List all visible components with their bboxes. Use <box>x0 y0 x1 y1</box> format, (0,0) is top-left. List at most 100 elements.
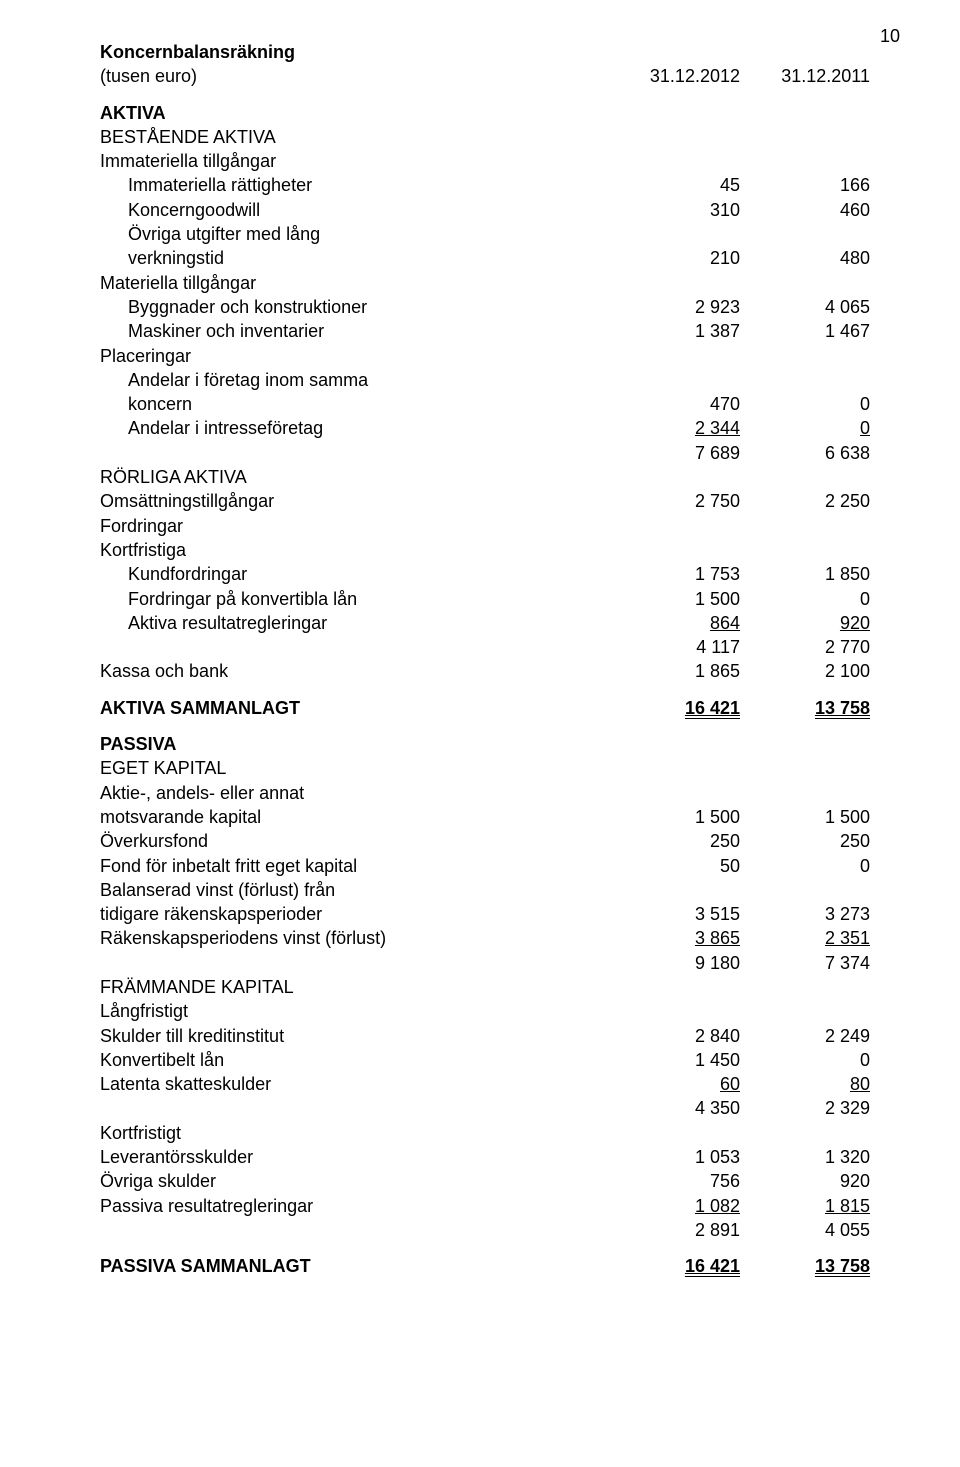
row-label: Latenta skatteskulder <box>100 1072 610 1096</box>
value-col-2: 920 <box>740 1169 870 1193</box>
row-label: Övriga utgifter med lång <box>100 222 610 246</box>
value-col-2: 7 374 <box>740 951 870 975</box>
value-col-2: 250 <box>740 829 870 853</box>
row-label: BESTÅENDE AKTIVA <box>100 125 610 149</box>
value-col-1: 45 <box>610 173 740 197</box>
row-label: Övriga skulder <box>100 1169 610 1193</box>
row-label: Balanserad vinst (förlust) från <box>100 878 610 902</box>
value-col-2: 1 850 <box>740 562 870 586</box>
row-label: Leverantörsskulder <box>100 1145 610 1169</box>
row-label: RÖRLIGA AKTIVA <box>100 465 610 489</box>
table-row: Fordringar på konvertibla lån1 5000 <box>100 587 870 611</box>
table-row: Långfristigt <box>100 999 870 1023</box>
row-label: Fordringar <box>100 514 610 538</box>
value-col-1: 470 <box>610 392 740 416</box>
table-row: AKTIVA <box>100 101 870 125</box>
value-col-1: 60 <box>610 1072 740 1096</box>
table-row: koncern4700 <box>100 392 870 416</box>
row-label: Räkenskapsperiodens vinst (förlust) <box>100 926 610 950</box>
value-col-2: 2 770 <box>740 635 870 659</box>
row-label: Byggnader och konstruktioner <box>100 295 610 319</box>
spacer <box>100 89 870 101</box>
value-col-1: 16 421 <box>610 1254 740 1278</box>
row-label: Skulder till kreditinstitut <box>100 1024 610 1048</box>
row-label: Fordringar på konvertibla lån <box>100 587 610 611</box>
table-row: Andelar i intresseföretag2 3440 <box>100 416 870 440</box>
value-col-1: 864 <box>610 611 740 635</box>
value-col-1: 2 840 <box>610 1024 740 1048</box>
row-label: Aktiva resultatregleringar <box>100 611 610 635</box>
value-col-2: 2 250 <box>740 489 870 513</box>
value-col-1: 2 344 <box>610 416 740 440</box>
table-row: Passiva resultatregleringar1 0821 815 <box>100 1194 870 1218</box>
row-label: Aktie-, andels- eller annat <box>100 781 610 805</box>
value-col-2: 2 100 <box>740 659 870 683</box>
value-col-2: 920 <box>740 611 870 635</box>
row-label: AKTIVA SAMMANLAGT <box>100 696 610 720</box>
row-label: Andelar i intresseföretag <box>100 416 610 440</box>
value-col-1: 1 082 <box>610 1194 740 1218</box>
value-col-1: 9 180 <box>610 951 740 975</box>
table-row: Immateriella tillgångar <box>100 149 870 173</box>
value-col-1: 2 750 <box>610 489 740 513</box>
value-col-2: 480 <box>740 246 870 270</box>
table-row: Leverantörsskulder1 0531 320 <box>100 1145 870 1169</box>
table-row: Balanserad vinst (förlust) från <box>100 878 870 902</box>
value-col-1: 7 689 <box>610 441 740 465</box>
page-number: 10 <box>880 24 900 48</box>
row-label: Överkursfond <box>100 829 610 853</box>
value-col-2: 0 <box>740 392 870 416</box>
table-row: 7 6896 638 <box>100 441 870 465</box>
balance-sheet: Koncernbalansräkning (tusen euro) 31.12.… <box>100 40 870 1279</box>
table-row: Aktie-, andels- eller annat <box>100 781 870 805</box>
value-col-2: 0 <box>740 1048 870 1072</box>
table-row: Materiella tillgångar <box>100 271 870 295</box>
row-label: Passiva resultatregleringar <box>100 1194 610 1218</box>
row-label: Omsättningstillgångar <box>100 489 610 513</box>
value-col-2: 166 <box>740 173 870 197</box>
value-col-2: 4 055 <box>740 1218 870 1242</box>
table-row: 9 1807 374 <box>100 951 870 975</box>
row-label: Maskiner och inventarier <box>100 319 610 343</box>
value-col-1: 756 <box>610 1169 740 1193</box>
value-col-2: 1 320 <box>740 1145 870 1169</box>
table-row: Placeringar <box>100 344 870 368</box>
table-row: Överkursfond250250 <box>100 829 870 853</box>
value-col-1: 1 500 <box>610 587 740 611</box>
table-row: Byggnader och konstruktioner2 9234 065 <box>100 295 870 319</box>
spacer <box>100 684 870 696</box>
value-col-1: 50 <box>610 854 740 878</box>
table-row: Omsättningstillgångar2 7502 250 <box>100 489 870 513</box>
table-row: Andelar i företag inom samma <box>100 368 870 392</box>
value-col-2: 1 500 <box>740 805 870 829</box>
table-row: Aktiva resultatregleringar864920 <box>100 611 870 635</box>
table-row: 2 8914 055 <box>100 1218 870 1242</box>
table-row: tidigare räkenskapsperioder3 5153 273 <box>100 902 870 926</box>
table-row: Skulder till kreditinstitut2 8402 249 <box>100 1024 870 1048</box>
value-col-2: 2 249 <box>740 1024 870 1048</box>
value-col-2: 3 273 <box>740 902 870 926</box>
row-label: Immateriella tillgångar <box>100 149 610 173</box>
row-label: Immateriella rättigheter <box>100 173 610 197</box>
table-row: PASSIVA <box>100 732 870 756</box>
row-label: verkningstid <box>100 246 610 270</box>
table-row: motsvarande kapital1 5001 500 <box>100 805 870 829</box>
value-col-1: 1 053 <box>610 1145 740 1169</box>
row-label: Fond för inbetalt fritt eget kapital <box>100 854 610 878</box>
value-col-1: 210 <box>610 246 740 270</box>
row-label: koncern <box>100 392 610 416</box>
table-row: Fond för inbetalt fritt eget kapital500 <box>100 854 870 878</box>
col2-date: 31.12.2011 <box>740 64 870 88</box>
table-row: Immateriella rättigheter45166 <box>100 173 870 197</box>
subtitle-row: (tusen euro) 31.12.2012 31.12.2011 <box>100 64 870 88</box>
value-col-2: 13 758 <box>740 696 870 720</box>
value-col-2: 1 815 <box>740 1194 870 1218</box>
table-row: AKTIVA SAMMANLAGT16 42113 758 <box>100 696 870 720</box>
row-label: motsvarande kapital <box>100 805 610 829</box>
row-label: Koncerngoodwill <box>100 198 610 222</box>
col1-date: 31.12.2012 <box>610 64 740 88</box>
value-col-2: 460 <box>740 198 870 222</box>
table-row: Fordringar <box>100 514 870 538</box>
row-label: tidigare räkenskapsperioder <box>100 902 610 926</box>
doc-subtitle: (tusen euro) <box>100 64 610 88</box>
